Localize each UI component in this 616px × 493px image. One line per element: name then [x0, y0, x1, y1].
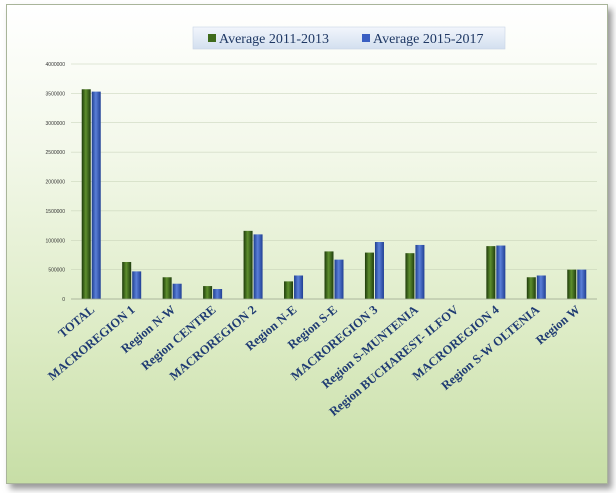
- y-tick-label: 3000000: [46, 121, 66, 127]
- chart-frame: Average 2011-2013 Average 2015-2017 0 500…: [6, 4, 608, 484]
- y-tick-label: 3500000: [46, 91, 66, 97]
- legend-background: [192, 26, 506, 50]
- y-axis-tick-labels: 0 500000 1000000 1500000 2000000 2500000 30000…: [46, 62, 66, 303]
- bar-series-1: [243, 230, 253, 299]
- bar-series-1: [324, 251, 334, 299]
- y-tick-label: 1500000: [46, 209, 66, 215]
- y-tick-label: 0: [62, 297, 65, 303]
- legend: Average 2011-2013 Average 2015-2017: [192, 26, 506, 50]
- bar-series-2: [294, 275, 304, 299]
- bar-chart: Average 2011-2013 Average 2015-2017 0 500…: [45, 26, 597, 419]
- legend-swatch-series-2: [362, 34, 370, 42]
- bar-series-1: [162, 277, 172, 299]
- bar-series-1: [122, 261, 132, 299]
- y-tick-label: 2000000: [46, 180, 66, 186]
- y-tick-label: 2500000: [46, 150, 66, 156]
- bar-series-2: [577, 269, 587, 299]
- gridlines: [71, 63, 597, 270]
- bar-series-2: [213, 289, 223, 299]
- bar-series-1: [567, 269, 577, 299]
- legend-label-series-1: Average 2011-2013: [219, 32, 329, 47]
- y-tick-label: 4000000: [46, 62, 66, 68]
- bar-series-2: [253, 234, 263, 299]
- bar-series-1: [405, 253, 415, 299]
- y-tick-label: 1000000: [46, 238, 66, 244]
- bar-series-2: [334, 259, 344, 299]
- bar-series-2: [415, 244, 425, 299]
- bar-series-2: [496, 245, 506, 299]
- bar-series-1: [486, 246, 496, 299]
- y-tick-label: 500000: [48, 268, 65, 274]
- bar-series-2: [374, 242, 384, 299]
- bar-series-2: [172, 283, 182, 299]
- legend-label-series-2: Average 2015-2017: [373, 32, 484, 47]
- x-category-label: Region W: [533, 302, 583, 347]
- legend-swatch-series-1: [208, 34, 216, 42]
- bar-series-1: [81, 89, 91, 299]
- bar-series-2: [91, 91, 101, 299]
- bar-series-1: [203, 286, 213, 299]
- bar-series-2: [132, 271, 142, 299]
- bar-series-1: [526, 277, 536, 299]
- bar-series-1: [284, 281, 294, 299]
- bar-series-2: [536, 275, 546, 299]
- bars: [81, 89, 587, 299]
- bar-series-1: [364, 252, 374, 299]
